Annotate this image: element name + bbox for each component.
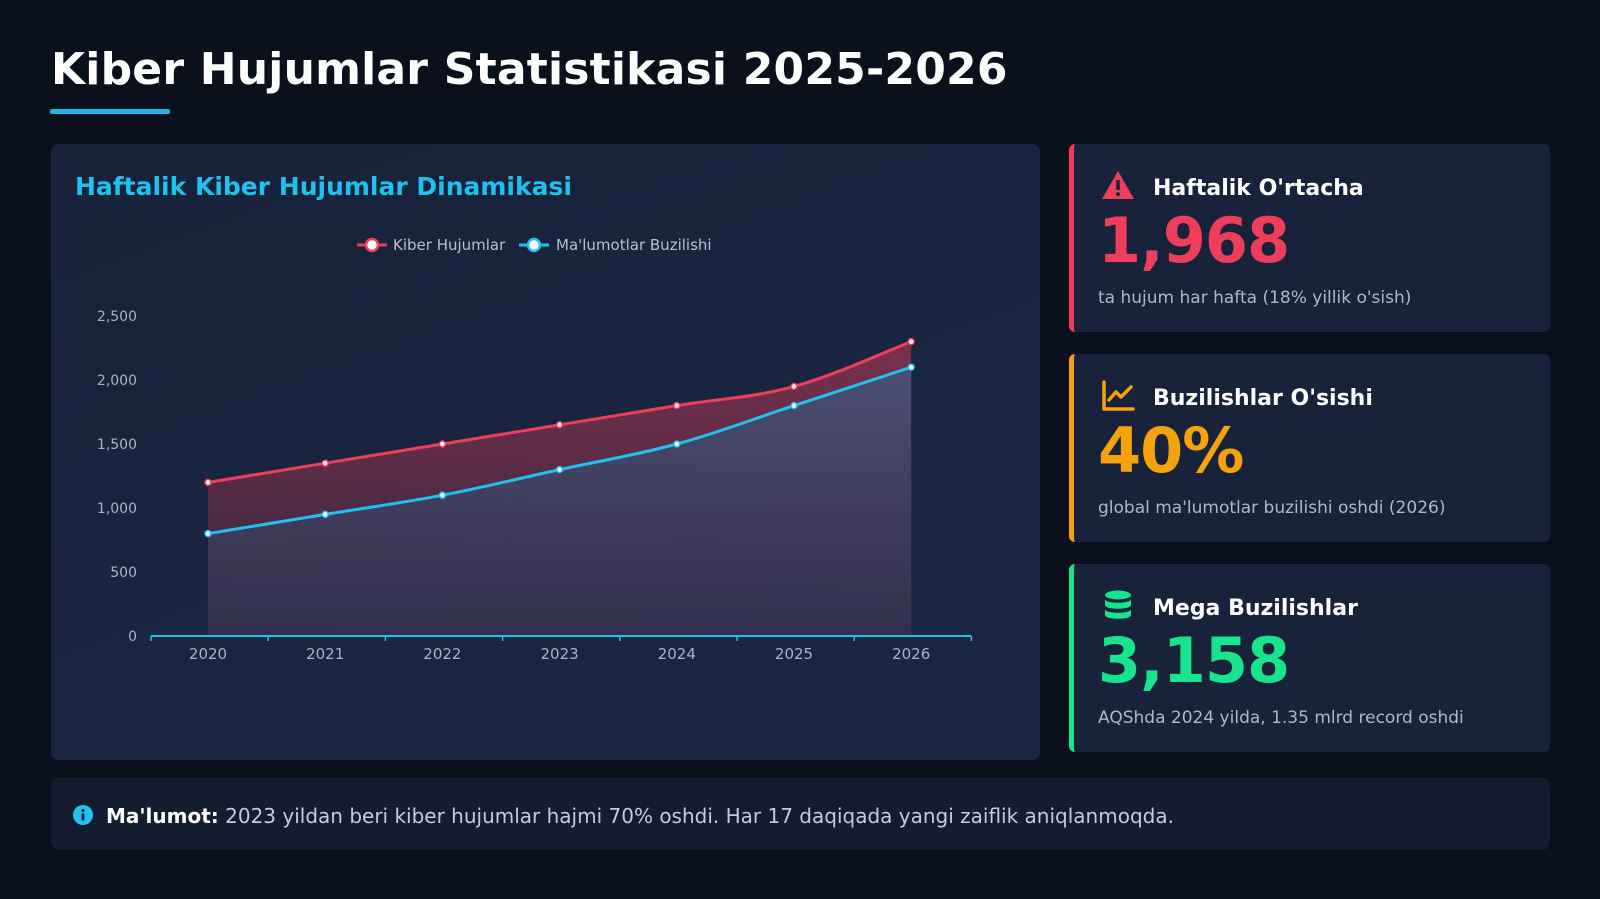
info-label: Ma'lumot: [106,804,219,828]
legend-swatch-marker [526,237,542,253]
info-icon [73,805,93,825]
card-label: Mega Buzilishlar [1153,596,1358,621]
card-description: AQShda 2024 yilda, 1.35 mlrd record oshd… [1098,708,1464,728]
stat-card-weekly-average: Haftalik O'rtacha 1,968 ta hujum har haf… [1069,144,1550,332]
x-tick-label: 2020 [189,645,227,663]
info-text: Ma'lumot: 2023 yildan beri kiber hujumla… [106,804,1174,828]
page-title: Kiber Hujumlar Statistikasi 2025-2026 [51,44,1008,95]
data-point [321,510,329,519]
card-label: Haftalik O'rtacha [1153,176,1364,201]
x-tick-label: 2023 [541,645,579,663]
card-value: 1,968 [1098,204,1290,277]
legend-label: Kiber Hujumlar [393,236,506,254]
x-tick-label: 2021 [306,645,344,663]
data-point [673,401,681,410]
x-tick-label: 2022 [423,645,461,663]
card-description: global ma'lumotlar buzilishi oshdi (2026… [1098,498,1446,518]
legend-swatch-marker [364,237,380,253]
data-point [438,491,447,499]
y-tick-label: 1,000 [97,501,137,517]
legend-label: Ma'lumotlar Buzilishi [556,236,712,254]
chart-line-icon [1102,380,1135,411]
data-point [673,440,681,448]
data-point [321,459,329,467]
chart-panel: Haftalik Kiber Hujumlar Dinamikasi 0 500 1… [51,144,1040,760]
info-bar: Ma'lumot: 2023 yildan beri kiber hujumla… [51,778,1550,850]
y-tick-label: 2,000 [97,373,137,389]
info-message: 2023 yildan beri kiber hujumlar hajmi 70… [218,804,1174,828]
data-point [555,421,564,429]
warning-icon [1102,171,1134,199]
x-tick-label: 2024 [658,645,696,663]
line-chart: 0 500 1,000 1,500 2,000 2,500 2020 2021 2022 2023… [97,236,973,663]
chart-title: Haftalik Kiber Hujumlar Dinamikasi [75,172,572,201]
card-value: 3,158 [1098,624,1290,697]
data-point [204,529,212,538]
card-value: 40% [1098,414,1244,487]
card-description: ta hujum har hafta (18% yillik o'sish) [1098,288,1412,308]
stat-card-mega-breaches: Mega Buzilishlar 3,158 AQShda 2024 yilda… [1069,564,1550,752]
area-malumotlar-buzilishi [208,367,912,636]
database-icon [1105,590,1131,619]
stat-card-breach-growth: Buzilishlar O'sishi 40% global ma'lumotl… [1069,354,1550,542]
data-point [204,478,212,487]
x-tick-label: 2026 [892,645,930,663]
y-tick-label: 2,500 [97,309,137,325]
y-tick-label: 0 [128,629,137,645]
y-tick-label: 500 [110,565,137,581]
data-point [907,363,915,371]
data-point [555,465,564,474]
data-point [907,337,915,346]
card-label: Buzilishlar O'sishi [1153,386,1373,411]
data-point [790,382,798,391]
title-underline [50,109,170,114]
y-tick-label: 1,500 [97,437,137,453]
data-point [438,440,447,448]
data-point [790,401,798,410]
x-tick-label: 2025 [775,645,813,663]
